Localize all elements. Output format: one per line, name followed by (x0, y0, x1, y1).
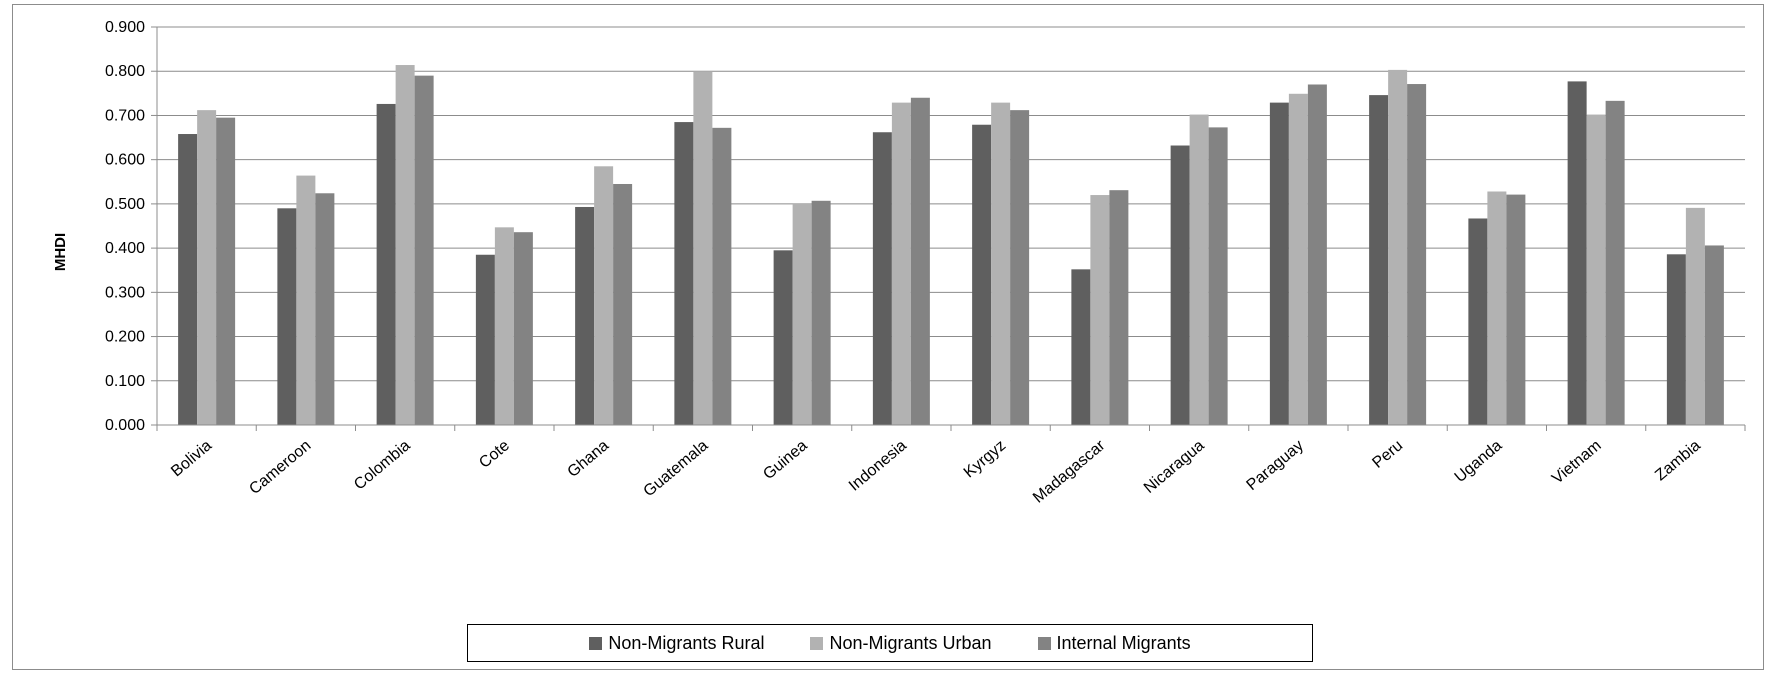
bar-indonesia-1 (891, 102, 911, 426)
legend-swatch (810, 636, 824, 650)
y-tick-label: 0.400 (105, 240, 145, 257)
bar-kyrgyz-1 (991, 102, 1011, 426)
x-tick-labels: Bolivia Cameroon Colombia Cote Ghana Guatemal… (168, 437, 1704, 507)
bar-bolivia-0 (178, 134, 198, 426)
bar-bolivia-1 (197, 110, 217, 425)
x-tick-label: Guatemala (641, 437, 712, 500)
bar-vietnam-0 (1567, 81, 1587, 425)
bar-zambia-0 (1666, 254, 1686, 425)
bar-madagascar-1 (1090, 195, 1110, 425)
x-tick-label: Cameroon (246, 437, 314, 498)
y-axis-label: MHDI (52, 233, 69, 271)
y-tick-label: 0.300 (105, 284, 145, 301)
bar-paraguay-1 (1288, 93, 1308, 425)
y-tick-label: 0.100 (105, 373, 145, 390)
bar-peru-2 (1407, 84, 1427, 426)
bar-cote-1 (494, 227, 514, 425)
x-tick-label: Uganda (1452, 437, 1506, 486)
bar-peru-1 (1388, 69, 1408, 425)
bar-indonesia-0 (872, 132, 892, 425)
axes (151, 26, 1746, 431)
bar-colombia-0 (376, 103, 396, 426)
x-tick-label: Ghana (564, 437, 612, 481)
bar-madagascar-2 (1109, 190, 1129, 425)
bar-colombia-2 (414, 75, 434, 426)
legend: Non-Migrants Rural Non-Migrants Urban Inte… (467, 624, 1313, 662)
bar-vietnam-1 (1586, 114, 1606, 425)
bar-vietnam-2 (1605, 100, 1625, 426)
x-tick-label: Kyrgyz (961, 437, 1009, 481)
bar-cote-2 (513, 232, 533, 425)
bar-nicaragua-2 (1208, 127, 1228, 425)
y-tick-label: 0.500 (105, 196, 145, 213)
legend-label: Non-Migrants Rural (608, 632, 765, 653)
bar-cameroon-0 (277, 208, 297, 425)
bar-nicaragua-1 (1189, 114, 1209, 425)
bar-ghana-2 (613, 183, 633, 425)
bar-cameroon-1 (296, 175, 316, 425)
bar-indonesia-2 (910, 97, 930, 425)
y-tick-label: 0.000 (105, 417, 145, 434)
x-tick-label: Indonesia (846, 437, 910, 495)
x-tick-label: Madagascar (1030, 437, 1109, 507)
bar-uganda-0 (1468, 218, 1488, 425)
y-tick-label: 0.200 (105, 329, 145, 346)
bar-madagascar-0 (1071, 269, 1091, 425)
bar-nicaragua-0 (1170, 145, 1190, 425)
bar-uganda-2 (1506, 194, 1526, 425)
x-tick-label: Colombia (351, 437, 414, 494)
y-tick-label: 0.800 (105, 63, 145, 80)
x-tick-label: Zambia (1652, 437, 1704, 484)
x-tick-label: Cote (476, 437, 513, 472)
bar-bolivia-2 (216, 117, 236, 426)
bar-uganda-1 (1487, 191, 1507, 425)
y-tick-label: 0.600 (105, 152, 145, 169)
y-tick-label: 0.900 (105, 19, 145, 36)
x-tick-label: Vietnam (1549, 437, 1605, 488)
y-tick-label: 0.700 (105, 107, 145, 124)
bar-guinea-0 (773, 250, 793, 425)
bar-kyrgyz-2 (1010, 110, 1030, 425)
bar-guatemala-1 (693, 71, 713, 425)
bar-guatemala-2 (712, 127, 732, 426)
legend-label: Internal Migrants (1056, 632, 1191, 653)
bar-paraguay-0 (1269, 102, 1289, 426)
bar-paraguay-2 (1307, 84, 1327, 425)
bar-kyrgyz-0 (972, 124, 992, 425)
legend-item: Non-Migrants Urban (810, 632, 992, 654)
bar-colombia-1 (395, 65, 415, 425)
bar-guinea-2 (811, 200, 831, 425)
bar-guinea-1 (792, 203, 812, 425)
legend-swatch (589, 636, 603, 650)
x-tick-label: Bolivia (168, 437, 215, 480)
y-tick-labels: 0.000 0.100 0.200 0.300 0.400 0.500 0.600 0.700… (105, 19, 145, 434)
bar-zambia-2 (1704, 245, 1724, 425)
legend-label: Non-Migrants Urban (829, 632, 992, 653)
x-tick-label: Paraguay (1244, 437, 1307, 494)
x-tick-label: Nicaragua (1141, 437, 1208, 497)
legend-swatch (1037, 636, 1051, 650)
x-tick-label: Guinea (760, 437, 811, 483)
bar-ghana-1 (594, 166, 614, 426)
bar-peru-0 (1369, 95, 1389, 425)
x-tick-label: Peru (1369, 437, 1406, 472)
bar-cameroon-2 (315, 193, 335, 425)
bar-guatemala-0 (674, 122, 694, 426)
bars (178, 65, 1724, 426)
bar-cote-0 (475, 254, 495, 425)
legend-item: Internal Migrants (1037, 632, 1191, 654)
legend-item: Non-Migrants Rural (589, 633, 764, 654)
bar-ghana-0 (575, 206, 595, 425)
bar-zambia-1 (1685, 207, 1705, 425)
